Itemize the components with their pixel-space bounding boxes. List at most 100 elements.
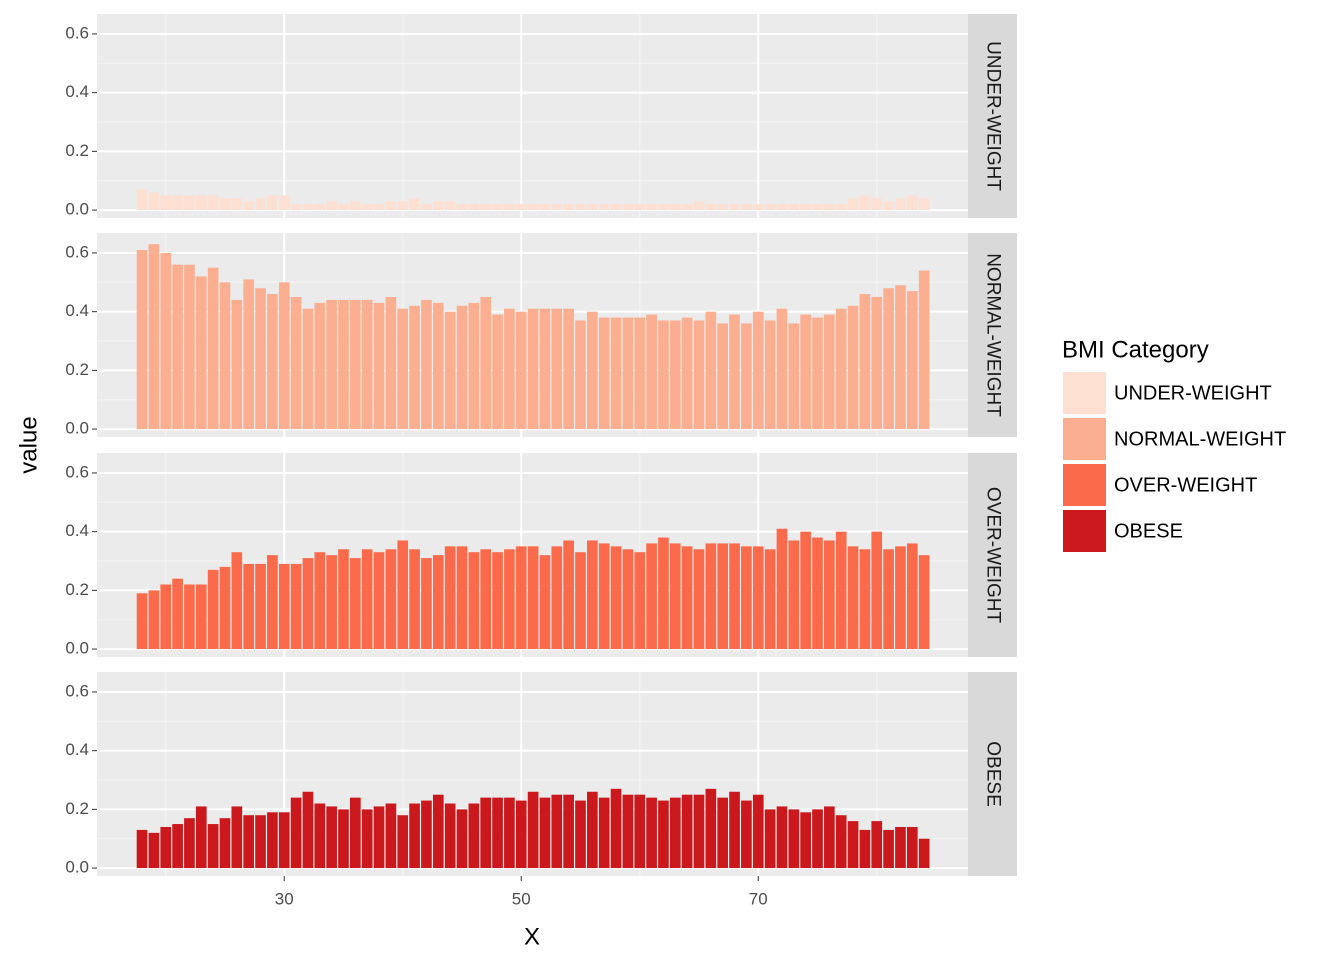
y-tick-label: 0.2 [65,360,89,379]
bar [373,204,385,211]
bar [492,552,503,650]
bar [705,788,717,869]
bar [421,299,432,430]
bar [598,543,610,650]
bar [207,195,219,211]
legend-label: OBESE [1114,520,1183,542]
facet-label: NORMAL-WEIGHT [982,253,1003,417]
y-tick-label: 0.2 [65,141,89,160]
bar [598,204,610,211]
bar [717,797,729,869]
bar [385,549,397,650]
bar [207,824,219,869]
bar [729,204,740,211]
bar [658,320,669,430]
bar [693,549,705,650]
bar [788,204,800,211]
bar [824,204,835,211]
bar [764,809,776,869]
bar [231,806,243,869]
legend-key [1063,372,1106,414]
y-tick-label: 0.0 [65,200,89,219]
bar [752,546,764,650]
bar [515,546,527,650]
bar [776,204,788,211]
bar [587,311,598,430]
bar [575,800,586,869]
bar [918,198,930,211]
bar [634,794,646,869]
bar [136,593,148,650]
bar [883,201,894,211]
bar [812,809,823,869]
bar [776,528,788,650]
bar [658,204,669,211]
bar [741,204,752,211]
bar [622,204,634,211]
bar [527,308,539,430]
bar [729,791,740,869]
bar [468,302,480,430]
facet-label: OBESE [982,741,1003,806]
bar [634,204,646,211]
bar [788,809,800,869]
bar [219,198,231,211]
bar [705,204,717,211]
bar [847,546,859,650]
bar [906,543,918,650]
bar [409,549,420,650]
legend-title: BMI Category [1062,336,1209,363]
bar [290,204,302,211]
bar [918,838,930,869]
bar [314,204,326,211]
bar [160,584,172,650]
bar [480,296,492,430]
bar [432,302,444,430]
bar [397,540,409,650]
bar [385,201,397,211]
bar [432,555,444,650]
facet-strip [968,14,1017,218]
bar [207,569,219,650]
bar [788,323,800,430]
bar [871,821,883,869]
bar [563,308,574,430]
bar [160,826,172,869]
bar [350,201,361,211]
bar [515,800,527,869]
bar [432,794,444,869]
bar [421,800,432,869]
bar [219,566,231,650]
y-tick-label: 0.0 [65,639,89,658]
bar [385,296,397,430]
bar [551,546,563,650]
bar [575,552,586,650]
bar [824,806,835,869]
bar [148,192,160,211]
bar [871,296,883,430]
bar [255,288,266,430]
bar [587,204,598,211]
bar [551,794,563,869]
bar [338,809,349,869]
bar [314,552,326,650]
bar [741,546,752,650]
bar [302,308,314,430]
bar [575,320,586,430]
bar [906,291,918,430]
bar [290,296,302,430]
bar [207,267,219,430]
bar [444,803,456,869]
bar [302,791,314,869]
bar [918,555,930,650]
bar [847,305,859,430]
bar [776,806,788,869]
bar [326,806,337,869]
bar [195,195,207,211]
panel-background [97,14,968,218]
bar [646,204,657,211]
bar [504,549,515,650]
bar [527,791,539,869]
bar [764,549,776,650]
bar [160,195,172,211]
